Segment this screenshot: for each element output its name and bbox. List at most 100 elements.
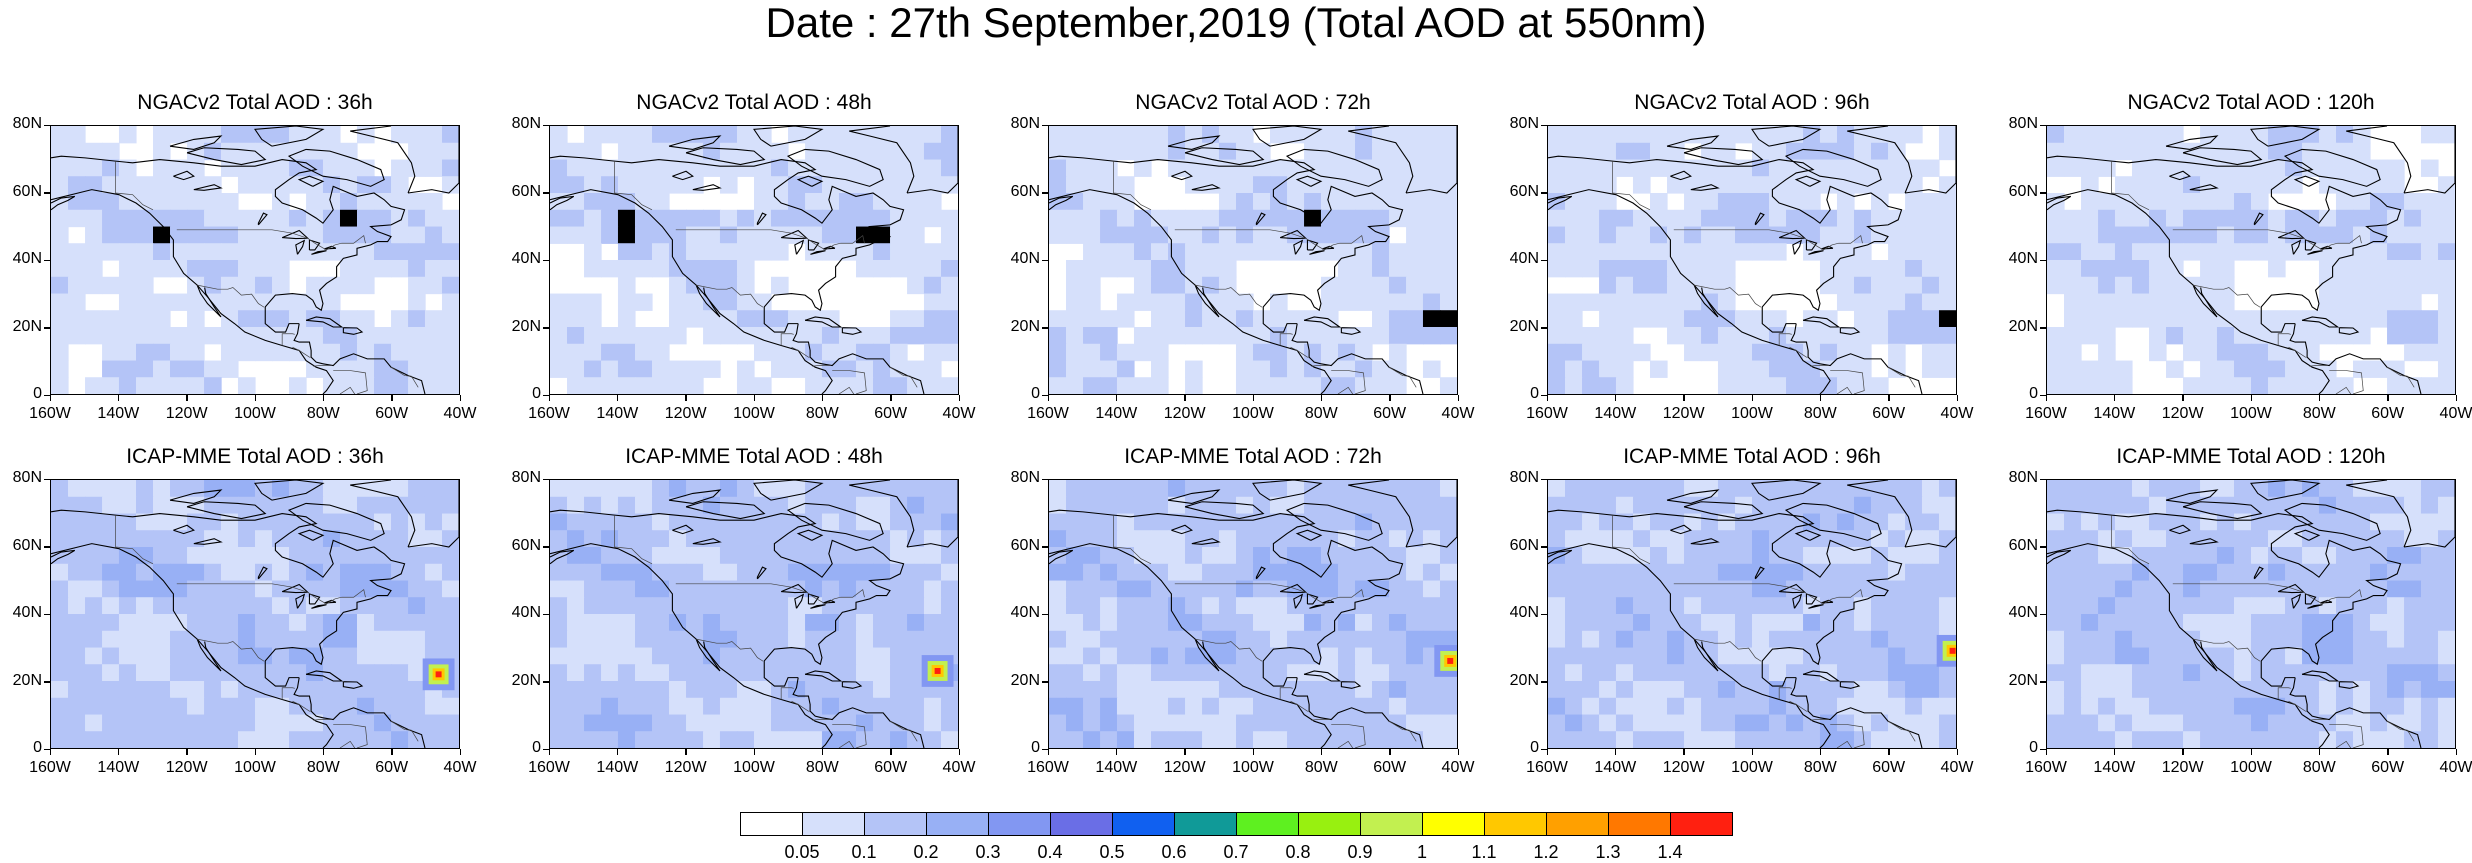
lon-tick-mark xyxy=(49,749,51,755)
lat-tick-mark xyxy=(2040,478,2046,480)
coastline xyxy=(807,593,820,605)
coastline xyxy=(2318,707,2422,748)
aod-field xyxy=(1049,126,1457,394)
coastline xyxy=(672,170,694,181)
coastline xyxy=(287,148,385,187)
lon-tick-label: 80W xyxy=(306,759,340,776)
coastline xyxy=(1194,284,1220,318)
coastline xyxy=(1194,638,1220,672)
coastline xyxy=(407,480,459,548)
country-border xyxy=(791,346,811,358)
lon-tick-label: 120W xyxy=(165,405,208,422)
coastline xyxy=(1405,480,1457,548)
lon-tick-label: 40W xyxy=(443,405,477,422)
country-border xyxy=(292,346,312,358)
coastline xyxy=(792,677,823,719)
country-border xyxy=(614,161,653,211)
lon-tick-label: 120W xyxy=(2161,405,2204,422)
lon-tick-mark xyxy=(1252,749,1254,755)
coastline xyxy=(807,239,820,251)
lon-tick-label: 160W xyxy=(2025,759,2067,776)
country-border xyxy=(1612,161,1651,211)
country-border xyxy=(1337,386,1354,394)
lon-tick-mark xyxy=(2113,395,2116,401)
lon-tick-mark xyxy=(254,749,256,755)
country-border xyxy=(281,687,295,700)
coastline xyxy=(1754,566,1765,580)
lon-tick-mark xyxy=(1047,395,1049,401)
lat-tick-label: 40N xyxy=(1010,604,1040,621)
lon-tick-label: 40W xyxy=(443,759,477,776)
lon-tick-mark xyxy=(322,749,325,755)
lat-tick-label: 0 xyxy=(1530,739,1539,756)
country-border xyxy=(1778,687,1792,700)
lat-tick-label: 0 xyxy=(1031,385,1040,402)
coastline xyxy=(51,549,76,565)
lat-tick-mark xyxy=(543,546,549,548)
coastline xyxy=(2165,135,2219,150)
lon-tick-mark xyxy=(616,395,619,401)
lat-tick-mark xyxy=(44,259,50,261)
coastline xyxy=(2403,126,2455,194)
country-border xyxy=(696,284,764,308)
aod-field xyxy=(51,480,459,748)
coastline xyxy=(1171,170,1193,181)
country-border xyxy=(1836,386,1853,394)
lon-tick-label: 140W xyxy=(596,759,639,776)
panel-title: ICAP-MME Total AOD : 120h xyxy=(2116,445,2386,468)
lat-tick-label: 20N xyxy=(12,317,42,335)
coastline xyxy=(2169,524,2191,535)
colorbar-label: 0.4 xyxy=(1037,842,1063,862)
coastline xyxy=(51,195,76,211)
lon-tick-mark xyxy=(821,749,824,755)
lon-tick-mark xyxy=(1252,395,1254,401)
lon-tick-mark xyxy=(2250,749,2252,755)
lat-tick-label: 60N xyxy=(511,536,541,554)
lon-tick-label: 120W xyxy=(1163,759,1206,776)
lon-tick-label: 80W xyxy=(1304,405,1338,422)
lon-tick-mark xyxy=(753,749,755,755)
lat-tick-mark xyxy=(1541,327,1547,329)
coastline xyxy=(1790,323,1821,365)
country-border xyxy=(1830,724,1865,748)
lat-tick-mark xyxy=(1541,546,1547,548)
map-panel xyxy=(549,479,959,749)
country-border xyxy=(1195,638,1263,662)
lon-tick-mark xyxy=(1751,395,1753,401)
country-border xyxy=(2335,386,2352,394)
coastline xyxy=(1293,593,1304,609)
coastline xyxy=(323,599,337,604)
coastline xyxy=(1340,681,1362,689)
coastline xyxy=(1548,189,1831,394)
lon-tick-mark xyxy=(1888,749,1890,755)
lat-tick-mark xyxy=(543,613,549,615)
lat-tick-mark xyxy=(1042,748,1048,750)
lon-tick-mark xyxy=(548,395,550,401)
map-panel xyxy=(1048,125,1458,395)
coastline xyxy=(821,707,925,748)
lon-tick-label: 100W xyxy=(2230,759,2272,776)
coastline xyxy=(1805,239,1818,251)
coastline xyxy=(1049,509,1404,687)
lat-tick-label: 0 xyxy=(33,385,42,402)
coastline xyxy=(196,638,222,672)
colorbar-label: 1.2 xyxy=(1533,842,1559,862)
lon-tick-label: 100W xyxy=(2230,405,2272,422)
coastline xyxy=(1191,184,1221,191)
coastline xyxy=(295,593,306,609)
coastline xyxy=(2182,501,2263,520)
coastline xyxy=(668,135,722,150)
country-border xyxy=(780,687,794,700)
coastline xyxy=(51,509,406,687)
coastline xyxy=(756,566,767,580)
country-border xyxy=(2386,720,2415,742)
coastline xyxy=(1683,147,1764,166)
colorbar: 0.05 0.1 0.2 0.3 0.4 0.5 0.6 0.7 0.8 0.9 1 1.1 1.2 1.… xyxy=(740,812,1733,862)
lon-tick-mark xyxy=(1389,749,1391,755)
map-panel xyxy=(50,125,460,395)
lat-tick-label: 80N xyxy=(511,115,541,132)
coastline xyxy=(2283,148,2381,187)
colorbar-swatch xyxy=(1112,812,1175,836)
aod-field xyxy=(1049,480,1457,748)
coastline xyxy=(794,593,805,609)
